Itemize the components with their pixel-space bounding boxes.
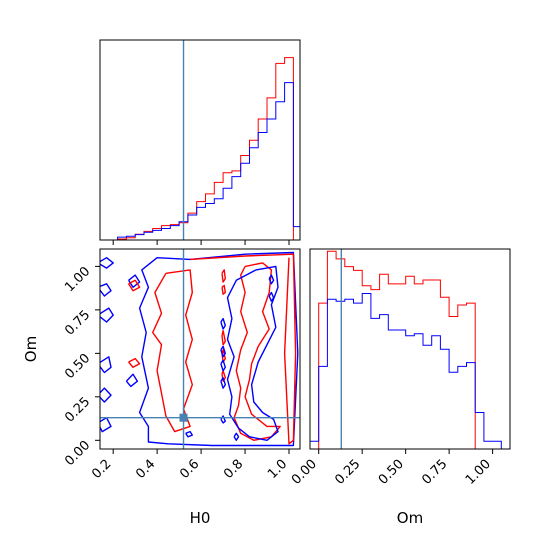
contour-red bbox=[221, 269, 226, 283]
contour-xtick-label: 1.0 bbox=[265, 457, 290, 482]
contour-red bbox=[128, 357, 141, 368]
histogram-Om-xtick-label: 0.50 bbox=[376, 457, 407, 488]
contour-ytick-label: 1.00 bbox=[62, 264, 93, 295]
contour-ytick-label: 0.50 bbox=[62, 351, 93, 382]
contour-blue bbox=[128, 274, 141, 288]
x-axis-label-H0: H0 bbox=[190, 509, 211, 527]
contour-red bbox=[233, 262, 281, 441]
contour-ytick-label: 0.25 bbox=[62, 395, 93, 426]
panel-frame bbox=[309, 248, 511, 450]
contour-red bbox=[221, 284, 226, 295]
contour-red bbox=[128, 279, 141, 292]
histogram-Om-xtick-label: 0.75 bbox=[419, 457, 450, 488]
contour-blue bbox=[220, 359, 226, 372]
contour-red bbox=[221, 349, 226, 363]
contour-red bbox=[190, 253, 297, 445]
contour-blue bbox=[100, 307, 114, 323]
contour-blue bbox=[125, 373, 139, 388]
contour-blue bbox=[220, 377, 226, 389]
contour-blue bbox=[268, 274, 275, 285]
panel-frame bbox=[99, 39, 301, 241]
contour-xtick-label: 0.2 bbox=[89, 457, 114, 482]
contour-blue bbox=[100, 257, 114, 269]
contour-blue bbox=[220, 317, 226, 330]
histogram-panel-H0 bbox=[99, 39, 301, 245]
histogram-series-blue bbox=[100, 82, 300, 240]
x-axis-label-Om: Om bbox=[397, 509, 423, 527]
contour-red bbox=[221, 330, 226, 346]
y-axis-label-Om: Om bbox=[22, 336, 40, 362]
contour-blue bbox=[100, 387, 112, 403]
contour-panel-H0-Om: 0.2 0.4 0.6 0.8 1.0 0.00 0.25 0.50 0.75 1.00 H0 Om bbox=[22, 248, 301, 527]
contour-ytick-label: 0.75 bbox=[62, 308, 93, 339]
contour-blue bbox=[220, 345, 226, 358]
histogram-series-blue bbox=[310, 293, 510, 449]
contour-xtick-label: 0.4 bbox=[133, 457, 158, 482]
contour-blue bbox=[100, 356, 112, 374]
contour-blue bbox=[138, 251, 299, 447]
histogram-series-red bbox=[100, 57, 300, 240]
histogram-Om-xtick-label: 1.00 bbox=[463, 457, 494, 488]
contour-blue bbox=[226, 265, 279, 441]
contour-blue bbox=[100, 417, 112, 433]
contour-red bbox=[152, 269, 193, 433]
contour-xtick-label: 0.8 bbox=[221, 457, 246, 482]
contour-blue bbox=[100, 283, 112, 297]
contour-ytick-label: 0.00 bbox=[62, 438, 93, 469]
histogram-Om-xtick-label: 0.25 bbox=[332, 457, 363, 488]
histogram-series-red bbox=[310, 250, 510, 449]
panel-frame bbox=[99, 248, 301, 450]
histogram-Om-xtick-label: 0.00 bbox=[289, 457, 320, 488]
contour-xtick-label: 0.6 bbox=[177, 457, 202, 482]
truth-marker bbox=[179, 413, 188, 422]
contour-blue bbox=[185, 430, 193, 438]
contour-blue bbox=[268, 291, 275, 302]
histogram-panel-Om: 0.00 0.25 0.50 0.75 1.00 Om bbox=[289, 248, 511, 527]
contour-blue bbox=[233, 432, 240, 441]
